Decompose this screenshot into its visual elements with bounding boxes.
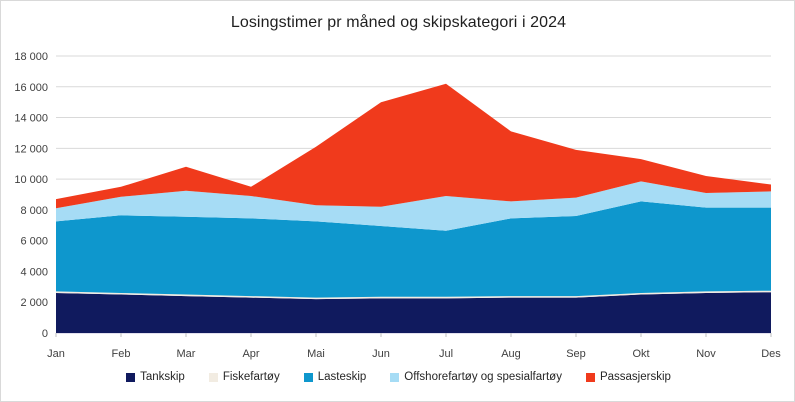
y-axis-tick-label: 0 [42, 328, 48, 340]
x-axis-tick-label: Mar [177, 348, 196, 360]
x-axis-tick-label: Nov [696, 348, 716, 360]
legend-label: Lasteskip [317, 371, 367, 383]
legend-item-lasteskip: Lasteskip [303, 371, 367, 383]
legend-swatch-icon [126, 372, 136, 382]
legend-item-passasjerskip: Passasjerskip [585, 371, 671, 383]
x-axis-tick-label: Jan [47, 348, 65, 360]
legend-label: Offshorefartøy og spesialfartøy [404, 371, 562, 383]
legend-item-offshorefart-y-og-spesialfart-y: Offshorefartøy og spesialfartøy [390, 371, 562, 383]
legend-swatch-icon [585, 372, 595, 382]
x-axis-tick-label: Aug [501, 348, 521, 360]
legend-swatch-icon [303, 372, 313, 382]
legend-label: Passasjerskip [599, 371, 671, 383]
area-tankskip [56, 292, 771, 333]
y-axis-tick-label: 2 000 [20, 297, 48, 309]
y-axis-tick-label: 14 000 [14, 113, 48, 125]
area-offshorefart-y-og-spesialfart-y [56, 181, 771, 231]
legend-item-fiskefart-y: Fiskefartøy [208, 371, 280, 383]
y-axis-tick-label: 8 000 [20, 205, 48, 217]
x-axis-tick-label: Okt [632, 348, 649, 360]
y-axis-tick-label: 18 000 [14, 51, 48, 63]
legend-swatch-icon [390, 372, 400, 382]
x-axis-tick-label: Des [761, 348, 781, 360]
y-axis-tick-label: 6 000 [20, 236, 48, 248]
area-fiskefart-y [56, 290, 771, 300]
x-axis-tick-label: Sep [566, 348, 586, 360]
y-axis-tick-label: 16 000 [14, 82, 48, 94]
legend-item-tankskip: Tankskip [126, 371, 185, 383]
chart-title: Losingstimer pr måned og skipskategori i… [230, 14, 567, 31]
x-axis-tick-label: Jun [372, 348, 390, 360]
y-axis-tick-label: 4 000 [20, 266, 48, 278]
area-passasjerskip [56, 83, 771, 209]
chart-legend: Tankskip Fiskefartøy Lasteskip Offshorefart… [1, 371, 794, 383]
x-axis-tick-label: Apr [242, 348, 259, 360]
y-axis-tick-label: 10 000 [14, 174, 48, 186]
x-axis-tick-label: Feb [112, 348, 131, 360]
x-axis-tick-label: Jul [439, 348, 453, 360]
legend-label: Fiskefartøy [222, 371, 280, 383]
legend-label: Tankskip [140, 371, 185, 383]
area-lasteskip [56, 201, 771, 298]
legend-swatch-icon [208, 372, 218, 382]
y-axis-tick-label: 12 000 [14, 143, 48, 155]
x-axis-tick-label: Mai [307, 348, 325, 360]
